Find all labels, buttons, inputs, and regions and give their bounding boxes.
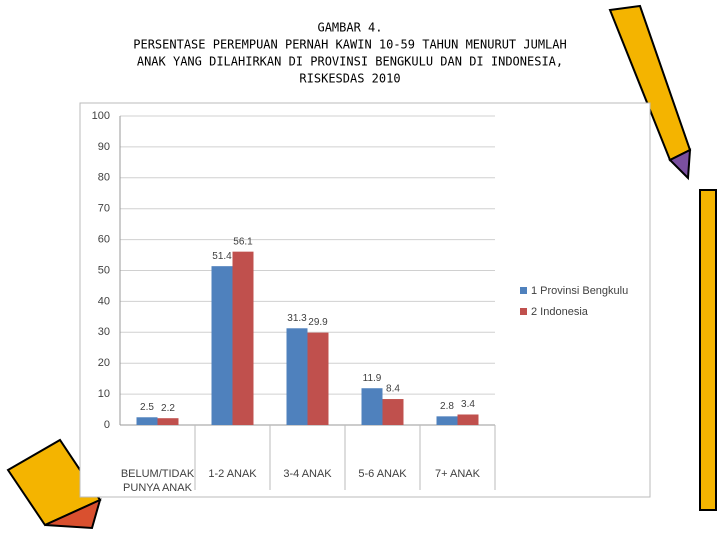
bar [157, 418, 179, 425]
y-tick-label: 80 [98, 172, 110, 184]
bar [307, 332, 329, 425]
bar [211, 266, 233, 425]
value-label: 11.9 [363, 373, 382, 384]
bar [436, 416, 458, 425]
legend-swatch [520, 287, 527, 294]
bar [457, 414, 479, 425]
value-label: 56.1 [233, 236, 253, 247]
legend-label: 2 Indonesia [531, 306, 589, 318]
bar [136, 417, 158, 425]
y-tick-label: 90 [98, 141, 110, 153]
value-label: 8.4 [386, 384, 400, 395]
value-label: 2.2 [161, 403, 175, 414]
y-tick-label: 30 [98, 326, 110, 338]
y-tick-label: 50 [98, 264, 110, 276]
value-label: 31.3 [287, 313, 307, 324]
value-label: 2.8 [440, 401, 454, 412]
value-label: 51.4 [212, 251, 232, 262]
y-tick-label: 20 [98, 357, 110, 369]
x-tick-label: BELUM/TIDAK PUNYA ANAK [120, 468, 195, 494]
chart-title: ANAK YANG DILAHIRKAN DI PROVINSI BENGKUL… [137, 55, 563, 69]
y-tick-label: 70 [98, 203, 110, 215]
y-tick-label: 100 [92, 110, 110, 122]
value-label: 2.5 [140, 402, 154, 413]
bar [361, 388, 383, 425]
x-tick-label: 1-2 ANAK [208, 468, 257, 480]
x-tick-label: 5-6 ANAK [358, 468, 407, 480]
chart-title: PERSENTASE PEREMPUAN PERNAH KAWIN 10-59 … [133, 38, 566, 52]
legend-label: 1 Provinsi Bengkulu [531, 285, 628, 297]
chart-title: GAMBAR 4. [317, 21, 382, 35]
y-tick-label: 0 [104, 419, 110, 431]
chart-title: RISKESDAS 2010 [299, 72, 400, 86]
bar [286, 328, 308, 425]
legend-swatch [520, 308, 527, 315]
y-tick-label: 40 [98, 295, 110, 307]
y-tick-label: 60 [98, 234, 110, 246]
x-tick-label: 3-4 ANAK [283, 468, 332, 480]
chart-frame [79, 102, 651, 498]
value-label: 29.9 [308, 317, 328, 328]
bar [382, 399, 404, 425]
value-label: 3.4 [461, 399, 475, 410]
y-tick-label: 10 [98, 388, 110, 400]
pencil-decoration [6, 4, 717, 530]
x-tick-label: 7+ ANAK [435, 468, 480, 480]
bar [232, 251, 254, 425]
